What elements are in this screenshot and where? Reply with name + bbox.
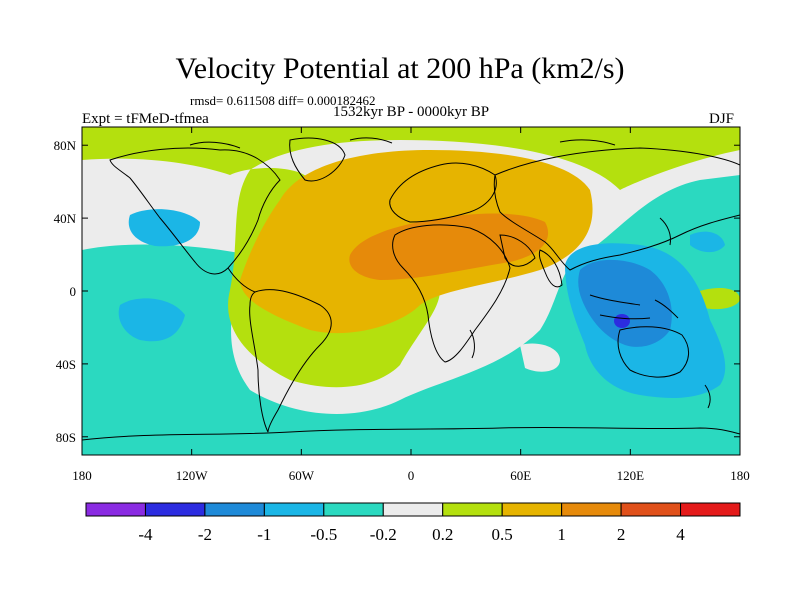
coast-south-america: [249, 289, 332, 433]
latitude-axis: 80N 40N 0 40S 80S: [54, 138, 740, 445]
colorbar-label: 4: [676, 525, 685, 544]
longitude-axis: 180 120W 60W 0 60E 120E 180: [72, 127, 750, 483]
contour-darkblue-core: [614, 314, 630, 328]
colorbar-swatch: [382, 502, 444, 517]
colorbar-swatch: [263, 502, 325, 517]
colorbar-label: -0.5: [310, 525, 337, 544]
colorbar-swatch: [144, 502, 206, 517]
coast-antarctica: [82, 426, 740, 441]
contour-lightblue-npacific: [128, 209, 200, 247]
lon-tick-label: 0: [408, 468, 415, 483]
colorbar-label: -0.2: [370, 525, 397, 544]
contour-neutral-s-pacific: [520, 343, 560, 372]
coast-japan: [659, 217, 671, 246]
colorbar: -4 -2 -1 -0.5 -0.2 0.2 0.5 1 2 4: [85, 502, 741, 544]
lon-tick-label: 180: [730, 468, 750, 483]
coast-madagascar: [469, 329, 475, 359]
map-title: Velocity Potential at 200 hPa (km2/s): [175, 52, 625, 85]
coast-north-america: [109, 147, 281, 275]
coast-africa: [392, 224, 511, 363]
contour-lightblue-spacific: [118, 298, 185, 342]
coast-europe: [389, 162, 497, 223]
period-label: 1532kyr BP - 0000kyr BP: [332, 104, 490, 120]
coast-india: [538, 249, 563, 288]
coast-indonesia: [589, 294, 679, 320]
colorbar-label: 0.5: [492, 525, 513, 544]
contour-lightblue-patch-pacific: [690, 231, 725, 253]
rmsd-stats: rmsd= 0.611508 diff= 0.000182462: [190, 93, 376, 108]
lon-tick-label: 180: [72, 468, 92, 483]
coast-new-zealand: [704, 384, 711, 409]
colorbar-label: -4: [138, 525, 153, 544]
season-label: DJF: [709, 111, 735, 127]
colorbar-label: 1: [557, 525, 566, 544]
coast-central-america: [227, 267, 256, 293]
lon-tick-label: 120W: [176, 468, 209, 483]
coast-arabia: [499, 234, 536, 267]
coast-arctic-islands: [189, 137, 616, 149]
lon-tick-label: 60E: [510, 468, 531, 483]
colorbar-label: 0.2: [432, 525, 453, 544]
colorbar-swatch: [323, 502, 384, 517]
lat-tick-label: 80S: [56, 430, 76, 445]
colorbar-label: -1: [257, 525, 271, 544]
lon-tick-label: 120E: [617, 468, 645, 483]
lat-tick-label: 40S: [56, 357, 76, 372]
contour-neutral-southatl: [440, 296, 510, 326]
coastlines: [82, 137, 740, 441]
lon-tick-label: 60W: [289, 468, 315, 483]
colorbar-label: 2: [617, 525, 626, 544]
lat-tick-label: 40N: [54, 211, 77, 226]
contour-yellowgreen-arctic: [82, 127, 740, 388]
lat-tick-label: 0: [70, 284, 77, 299]
experiment-label: Expt = tFMeD-tfmea: [82, 111, 209, 127]
colorbar-swatch: [680, 502, 741, 517]
colorbar-swatch: [204, 502, 265, 517]
colorbar-swatch: [501, 502, 563, 517]
colorbar-swatch: [442, 502, 503, 517]
coast-australia: [617, 326, 689, 378]
coast-asia: [493, 147, 740, 271]
contour-midblue-maritime: [578, 259, 672, 347]
colorbar-swatch: [561, 502, 622, 517]
colorbar-swatch: [85, 502, 146, 517]
colorbar-label: -2: [198, 525, 212, 544]
contour-field: [82, 127, 740, 455]
colorbar-swatch: [620, 502, 682, 517]
coast-greenland: [289, 137, 346, 182]
lat-tick-label: 80N: [54, 138, 77, 153]
